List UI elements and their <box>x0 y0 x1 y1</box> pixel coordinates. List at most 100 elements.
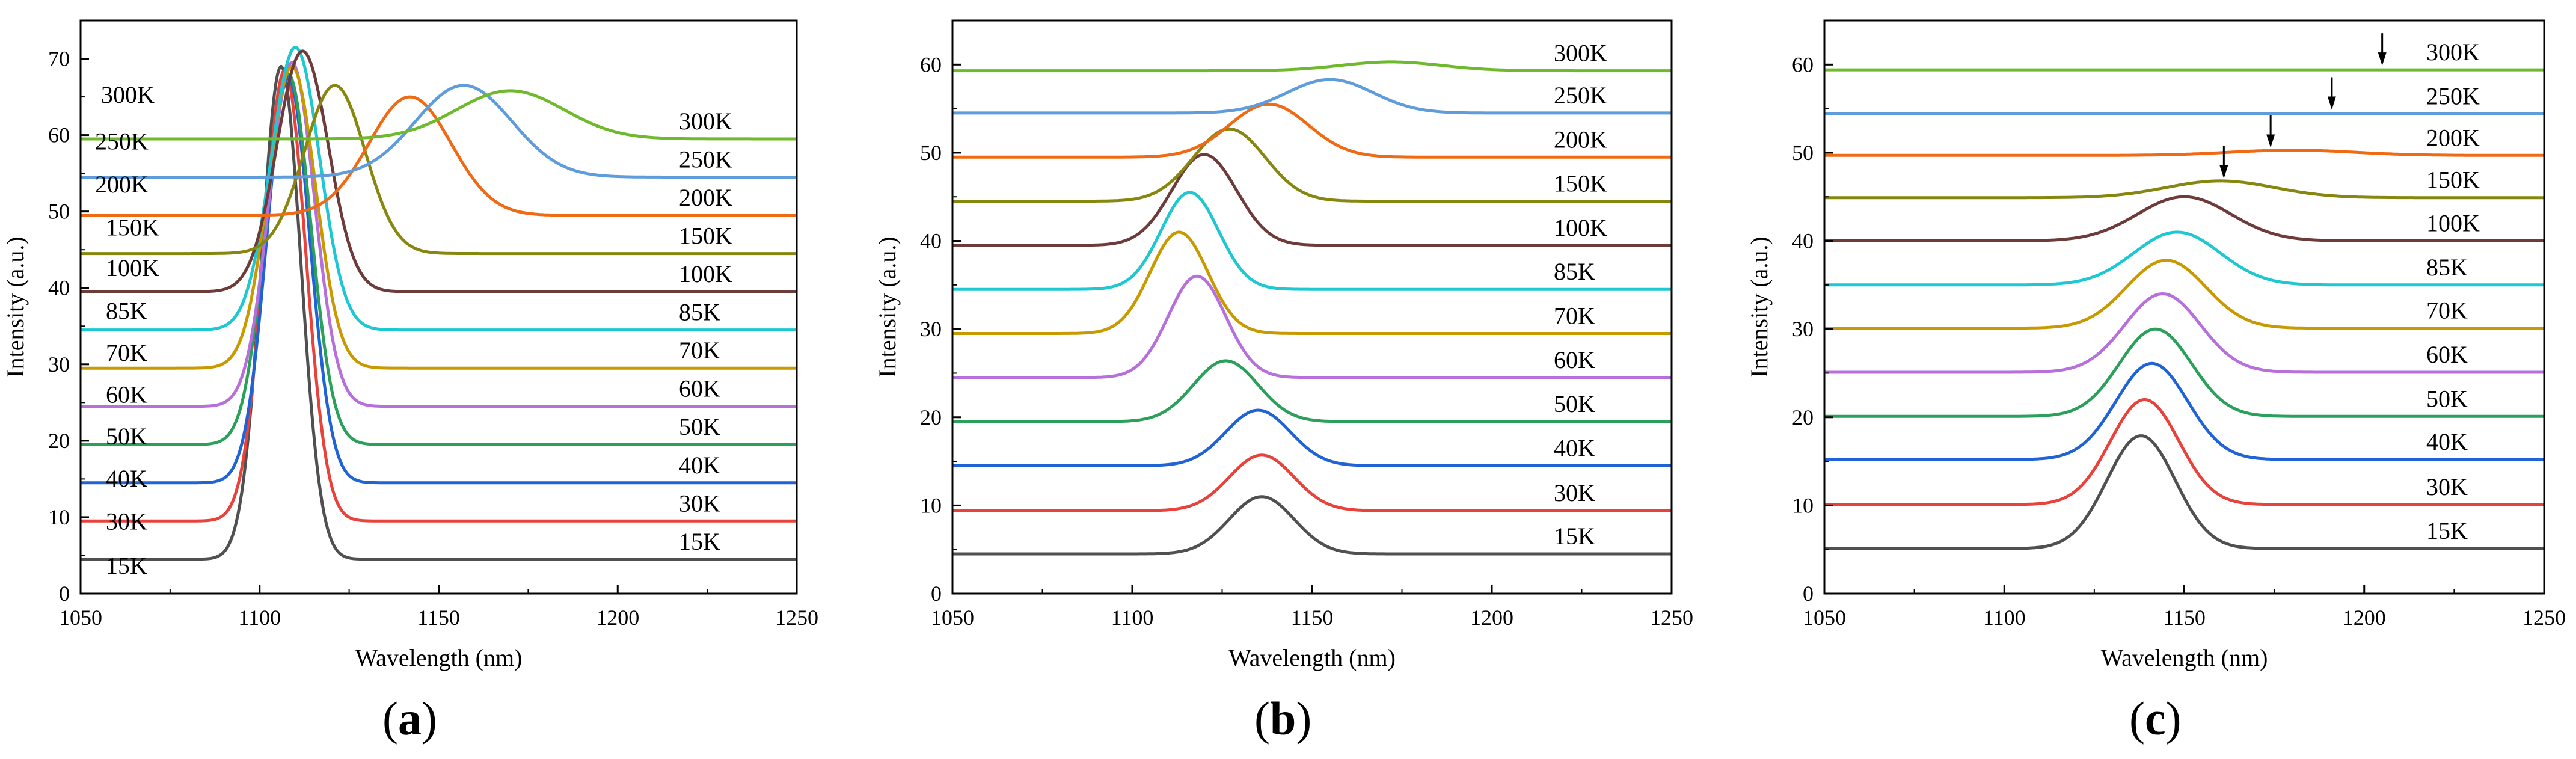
series-line-a-70K <box>81 64 797 370</box>
x-axis-label: Wavelength (nm) <box>355 644 523 671</box>
series-label-right-a: 300K <box>679 108 732 135</box>
series-label-right-a: 100K <box>679 260 732 287</box>
x-tick-label: 1200 <box>1470 606 1513 630</box>
series-label-right-c: 100K <box>2426 210 2480 237</box>
series-line-a-15K <box>81 64 797 561</box>
series-line-a-300K <box>81 89 797 141</box>
y-tick-label: 20 <box>920 405 942 429</box>
series-line-b-200K <box>952 102 1672 159</box>
series-line-c-15K <box>1824 434 2544 550</box>
x-tick-label: 1050 <box>59 606 102 630</box>
series-label-right-c: 30K <box>2426 473 2468 500</box>
series-line-b-100K <box>952 153 1672 247</box>
series-label-right-b: 60K <box>1554 346 1595 373</box>
peak-arrow-head <box>2219 165 2228 179</box>
series-line-c-40K <box>1824 361 2544 461</box>
y-tick-label: 40 <box>1792 229 1814 253</box>
x-tick-label: 1050 <box>931 606 974 630</box>
y-axis-label: Intensity (a.u.) <box>2 236 29 377</box>
series-line-a-250K <box>81 84 797 179</box>
series-label-right-a: 30K <box>679 490 720 517</box>
y-tick-label: 50 <box>1792 141 1814 165</box>
y-tick-label: 0 <box>1803 582 1814 606</box>
peak-arrow-head <box>2378 52 2387 66</box>
y-tick-label: 50 <box>920 141 942 165</box>
chart-b: 1050 1100 1150 1200 1250 0 10 20 30 40 50 60 Wavelen… <box>874 19 1693 671</box>
x-tick-label: 1150 <box>2163 606 2206 630</box>
chart-c: 1050 1100 1150 1200 1250 0 10 20 30 40 50 60 Wavelen… <box>1746 19 2566 671</box>
panel-label-c: (c) <box>2129 692 2182 745</box>
x-tick-label: 1250 <box>2522 606 2566 630</box>
series-line-c-70K <box>1824 259 2544 330</box>
series-label-right-b: 200K <box>1554 126 1607 153</box>
series-line-c-50K <box>1824 327 2544 418</box>
y-tick-label: 50 <box>48 200 70 224</box>
series-label-right-c: 50K <box>2426 385 2468 412</box>
x-tick-label: 1050 <box>1803 606 1846 630</box>
series-line-b-150K <box>952 127 1672 203</box>
series-label-right-a: 85K <box>679 299 720 326</box>
series-label-left-a: 150K <box>106 214 159 241</box>
series-label-right-c: 15K <box>2426 517 2468 544</box>
series-label-left-a: 50K <box>106 423 147 450</box>
series-label-right-c: 85K <box>2426 254 2468 281</box>
series-label-right-b: 150K <box>1554 170 1607 197</box>
series-line-b-40K <box>952 408 1672 467</box>
x-axis-label: Wavelength (nm) <box>1228 644 1396 671</box>
chart-a: 1050 1100 1150 1200 1250 0 10 20 30 40 50 60 70 Wavel… <box>2 19 818 671</box>
y-tick-label: 0 <box>931 582 942 606</box>
series-label-right-b: 30K <box>1554 479 1595 506</box>
series-line-a-40K <box>81 76 797 485</box>
series-label-left-a: 100K <box>106 254 159 281</box>
series-label-left-a: 40K <box>106 465 147 492</box>
series-line-a-85K <box>81 46 797 332</box>
series-label-right-a: 200K <box>679 184 732 211</box>
y-tick-label: 30 <box>1792 317 1814 341</box>
y-tick-label: 40 <box>48 276 70 300</box>
peak-arrow-head <box>2266 134 2275 148</box>
series-label-right-a: 50K <box>679 413 720 440</box>
y-tick-label: 60 <box>48 123 70 147</box>
y-axis-label: Intensity (a.u.) <box>874 236 901 377</box>
panel-label-a: (a) <box>382 692 437 745</box>
x-tick-label: 1200 <box>596 606 639 630</box>
series-line-c-150K <box>1824 179 2544 200</box>
y-tick-label: 60 <box>1792 52 1814 76</box>
y-tick-label: 10 <box>48 505 70 529</box>
y-tick-label: 30 <box>920 317 942 341</box>
series-label-right-b: 70K <box>1554 302 1595 329</box>
series-line-b-30K <box>952 453 1672 512</box>
series-line-b-60K <box>952 274 1672 380</box>
y-tick-label: 40 <box>920 229 942 253</box>
panel-label-b: (b) <box>1254 692 1312 745</box>
series-label-left-a: 200K <box>95 171 149 198</box>
y-tick-label: 20 <box>48 429 70 453</box>
series-label-right-c: 250K <box>2426 82 2480 109</box>
series-label-right-b: 40K <box>1554 434 1595 461</box>
y-tick-label: 10 <box>920 493 942 517</box>
series-line-b-15K <box>952 495 1672 556</box>
series-label-right-b: 85K <box>1554 258 1595 285</box>
x-tick-label: 1250 <box>775 606 818 630</box>
series-label-right-a: 15K <box>679 528 720 555</box>
series-label-left-a: 85K <box>106 298 147 325</box>
x-tick-label: 1250 <box>1650 606 1693 630</box>
series-line-b-300K <box>952 60 1672 73</box>
x-tick-label: 1100 <box>1111 606 1154 630</box>
x-axis-label: Wavelength (nm) <box>2101 644 2268 671</box>
x-tick-label: 1150 <box>417 606 460 630</box>
series-line-a-150K <box>81 84 797 256</box>
series-label-right-b: 15K <box>1554 523 1595 550</box>
y-tick-label: 0 <box>59 582 70 606</box>
series-label-left-a: 300K <box>101 81 155 108</box>
y-tick-label: 60 <box>920 52 942 76</box>
series-line-c-100K <box>1824 195 2544 242</box>
y-tick-label: 30 <box>48 352 70 376</box>
series-label-right-b: 300K <box>1554 40 1607 67</box>
series-line-a-60K <box>81 61 797 408</box>
series-line-c-60K <box>1824 292 2544 374</box>
series-label-right-b: 250K <box>1554 82 1607 109</box>
y-axis-label: Intensity (a.u.) <box>1746 236 1773 377</box>
series-line-c-85K <box>1824 230 2544 287</box>
